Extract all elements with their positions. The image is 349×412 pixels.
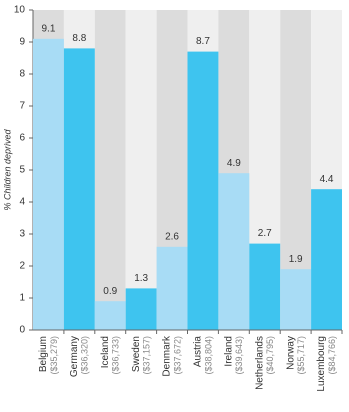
bar xyxy=(33,38,64,331)
x-tick-label: Denmark xyxy=(162,335,173,377)
y-tick-label: 1 xyxy=(19,293,25,304)
x-tick-note: ($36,320) xyxy=(80,336,90,375)
bar xyxy=(63,48,95,331)
y-tick-label: 10 xyxy=(14,5,26,16)
x-tick-note: ($37,672) xyxy=(172,336,182,375)
x-tick-label: Netherlands xyxy=(254,336,265,390)
column-background xyxy=(94,10,126,330)
x-tick-label: Germany xyxy=(69,336,80,377)
value-label: 1.9 xyxy=(289,254,303,265)
x-tick-note: ($39,643) xyxy=(234,336,244,375)
x-tick-label: Sweden xyxy=(131,336,142,372)
value-label: 1.3 xyxy=(134,273,148,284)
value-label: 4.9 xyxy=(227,158,241,169)
x-tick-label: Austria xyxy=(193,336,204,368)
x-tick-note: ($84,766) xyxy=(327,336,337,375)
value-label: 8.7 xyxy=(196,36,210,47)
y-tick-label: 7 xyxy=(19,101,25,112)
y-tick-label: 9 xyxy=(19,37,25,48)
y-tick-label: 2 xyxy=(19,261,25,272)
value-label: 2.7 xyxy=(258,228,272,239)
x-tick-note: ($55,717) xyxy=(296,336,306,375)
bar xyxy=(249,243,281,330)
bar xyxy=(156,246,188,330)
value-label: 0.9 xyxy=(103,286,117,297)
y-tick-label: 4 xyxy=(19,197,25,208)
bar xyxy=(187,51,219,330)
x-tick-note: ($40,795) xyxy=(265,336,275,375)
x-tick-label: Iceland xyxy=(100,336,111,368)
y-tick-label: 0 xyxy=(19,325,25,336)
y-axis-label: % Children deprived xyxy=(2,128,12,210)
y-tick-label: 8 xyxy=(19,69,25,80)
column-background xyxy=(125,10,157,330)
x-tick-note: ($35,279) xyxy=(49,336,59,375)
y-tick-label: 5 xyxy=(19,165,25,176)
x-tick-label: Belgium xyxy=(38,336,49,372)
x-tick-note: ($36,733) xyxy=(111,336,121,375)
bar xyxy=(94,301,126,330)
value-label: 2.6 xyxy=(165,231,179,242)
value-label: 8.8 xyxy=(72,33,86,44)
bar xyxy=(125,288,157,330)
value-label: 4.4 xyxy=(320,174,334,185)
x-tick-note: ($38,804) xyxy=(203,336,213,375)
bar xyxy=(311,189,342,330)
x-tick-note: ($37,157) xyxy=(142,336,152,375)
bar xyxy=(218,173,250,330)
x-tick-label: Ireland xyxy=(223,336,234,367)
x-tick-label: Norway xyxy=(285,336,296,370)
bar xyxy=(280,269,312,330)
y-tick-label: 6 xyxy=(19,133,25,144)
value-label: 9.1 xyxy=(41,23,55,34)
y-tick-label: 3 xyxy=(19,229,25,240)
x-tick-label: Luxembourg xyxy=(316,336,327,392)
